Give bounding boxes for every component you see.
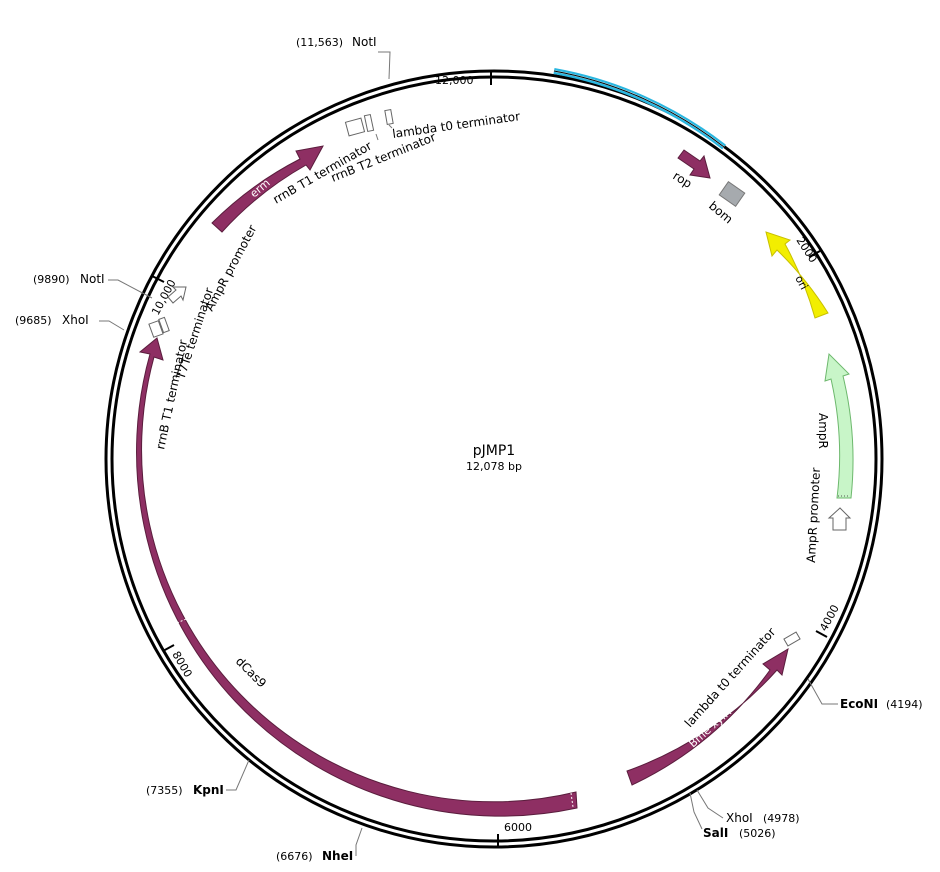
site-notI-2-pos: (9890) <box>33 273 70 286</box>
feature-label-AmpR: AmpR <box>816 413 830 449</box>
site-xhoI-1-name: XhoI <box>62 313 89 327</box>
site-xhoI-2-pos: (4978) <box>763 812 800 825</box>
tick-8000 <box>162 644 175 652</box>
feature-rrnB-T1-top <box>344 117 366 137</box>
feature-label-ori: ori <box>792 273 810 292</box>
feature-AmpR <box>824 352 854 499</box>
site-salI-name: SalI <box>703 826 728 840</box>
site-kpnI-name: KpnI <box>193 783 224 797</box>
feature-lambda-t0-bottom <box>783 631 801 647</box>
plasmid-length: 12,078 bp <box>466 460 522 473</box>
feature-rrnB-T2 <box>363 113 375 133</box>
site-nheI-name: NheI <box>322 849 353 863</box>
site-kpnI-pos: (7355) <box>146 784 183 797</box>
feature-AmpR-promoter-right <box>827 507 852 531</box>
site-xhoI-1-pos: (9685) <box>15 314 52 327</box>
site-xhoI-2-name: XhoI <box>726 811 753 825</box>
site-nheI-pos: (6676) <box>276 850 313 863</box>
tick-2000 <box>808 250 821 258</box>
site-econI-pos: (4194) <box>886 698 923 711</box>
site-notI-1-pos: (11,563) <box>296 36 343 49</box>
tick-10000 <box>151 275 165 283</box>
site-salI-pos: (5026) <box>739 827 776 840</box>
site-econI-name: EcoNI <box>840 697 878 711</box>
feature-label-rop: rop <box>670 169 694 191</box>
tick-label-4000: 4000 <box>817 603 842 634</box>
site-notI-1-name: NotI <box>352 35 377 49</box>
feature-label-dCas9: dCas9 <box>233 654 269 690</box>
tick-label-2000: 2000 <box>793 235 819 266</box>
feature-ori <box>765 231 829 319</box>
feature-dCas9 <box>136 337 578 817</box>
feature-AmpR-promoter-left <box>167 286 187 304</box>
feature-rrnB-T1-left <box>148 320 164 338</box>
backbone-inner <box>110 75 878 843</box>
backbone-outer <box>104 69 884 849</box>
feature-lambda-t0-top <box>384 109 394 125</box>
feature-Bme-xylR <box>626 647 789 786</box>
plasmid-name: pJMP1 <box>473 443 515 459</box>
tick-label-12000: 12,000 <box>435 74 474 87</box>
tick-4000 <box>815 630 828 638</box>
feature-bom <box>718 181 746 207</box>
feature-rop <box>677 149 711 179</box>
feature-label-AmpR-promoter-right: AmpR promoter <box>804 467 823 563</box>
feature-label-lambda-t0-top: lambda t0 terminator <box>391 109 520 141</box>
feature-erm <box>211 145 324 233</box>
tick-label-6000: 6000 <box>504 821 532 834</box>
site-notI-2-name: NotI <box>80 272 105 286</box>
feature-T7Te <box>158 316 170 334</box>
